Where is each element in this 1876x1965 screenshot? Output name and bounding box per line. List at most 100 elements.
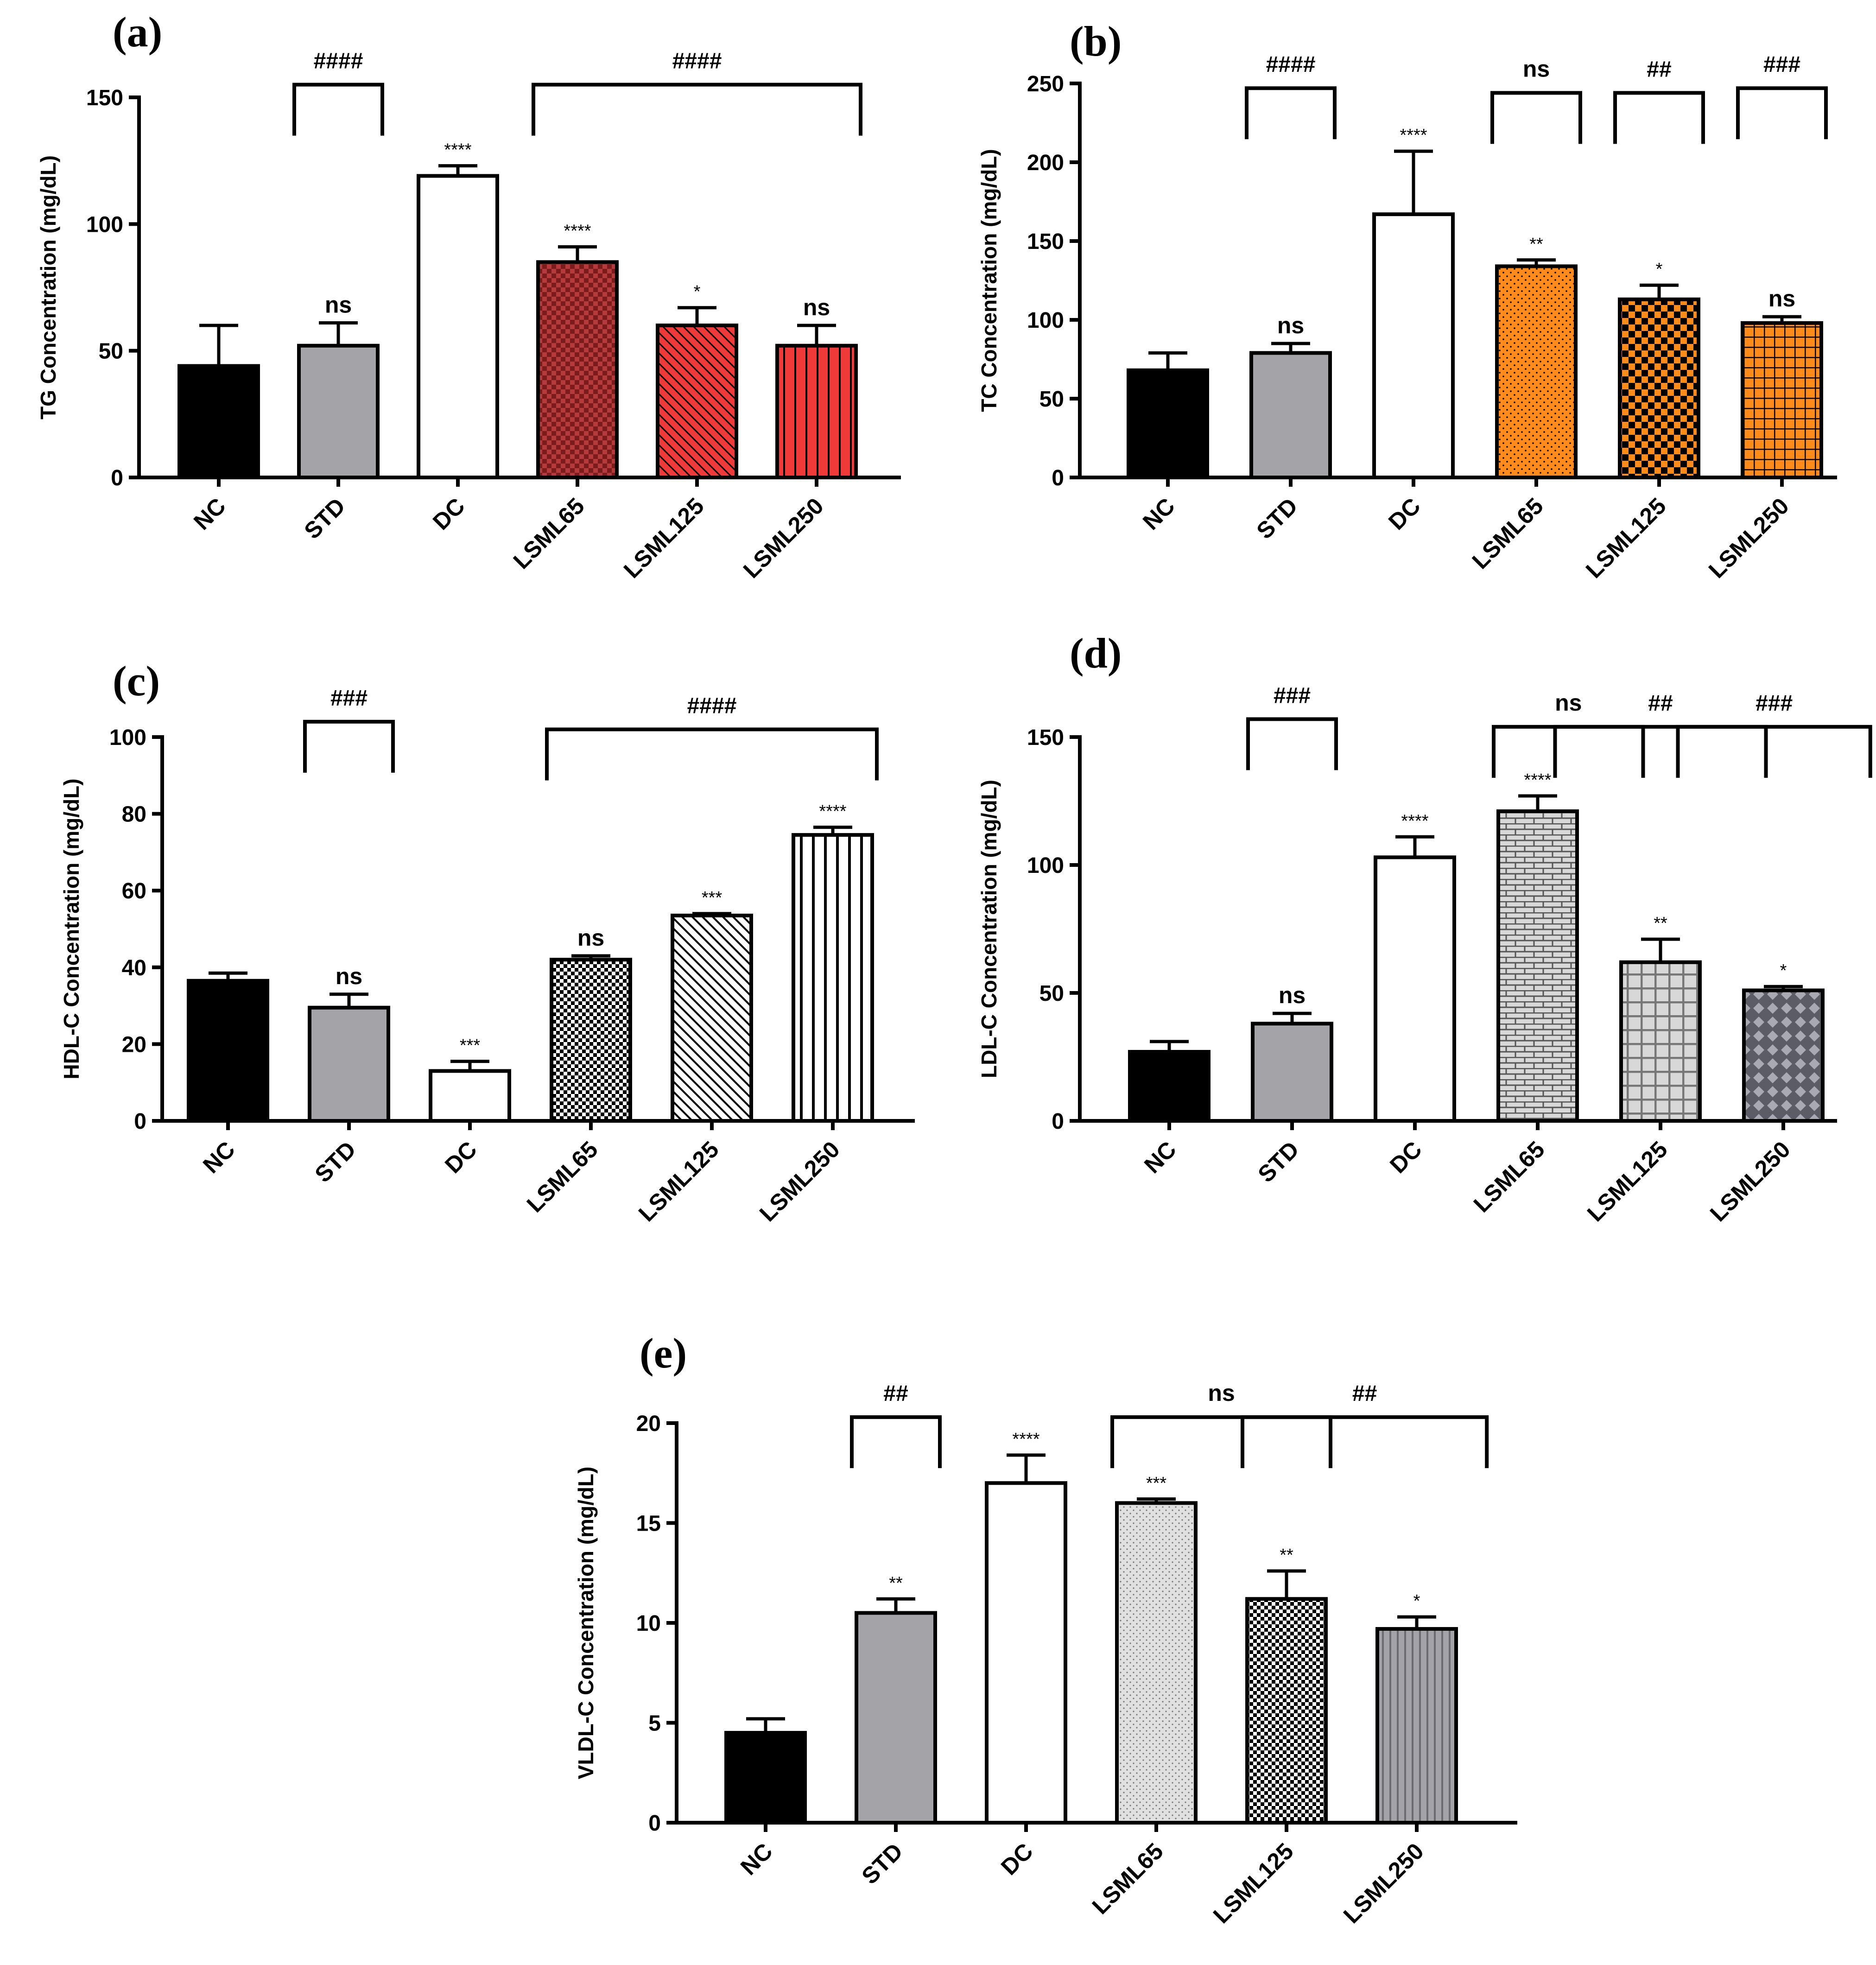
x-tick-label: LSML250 — [1705, 1136, 1795, 1227]
y-axis-title: TC Concentration (mg/dL) — [977, 149, 1001, 412]
x-tick-label: LSML125 — [1582, 1136, 1673, 1227]
bar-lsml250 — [1741, 321, 1823, 479]
x-tick-label: LSML250 — [1704, 493, 1794, 583]
panel-c-chart: (c) HDL-C Concentration (mg/dL) 0 20 40 60 80 1… — [59, 657, 915, 1227]
x-tick-label: DC — [1385, 1136, 1427, 1178]
y-tick-label: 100 — [1027, 308, 1064, 333]
comparison-bracket — [1245, 86, 1337, 140]
panel-label: (b) — [1070, 18, 1122, 65]
x-tick-label: LSML125 — [619, 493, 709, 583]
x-tick-label: LSML65 — [522, 1136, 603, 1217]
bar-nc — [187, 979, 269, 1123]
comparison-label: ## — [883, 1381, 908, 1406]
y-tick-label: 250 — [1027, 72, 1064, 96]
y-tick-label: 60 — [122, 879, 146, 903]
bar-lsml250 — [775, 343, 858, 479]
x-tick-label: LSML65 — [1087, 1838, 1168, 1919]
bar-std — [308, 1005, 390, 1123]
x-tick-label: NC — [198, 1136, 240, 1178]
x-tick-label: STD — [1251, 493, 1302, 544]
y-tick-label: 0 — [134, 1109, 146, 1134]
y-axis-title: VLDL-C Concentration (mg/dL) — [574, 1467, 598, 1780]
bar-dc — [417, 174, 499, 479]
x-tick-label: LSML250 — [1338, 1838, 1429, 1928]
y-tick-label: 40 — [122, 956, 146, 980]
significance-label: ** — [1654, 914, 1667, 933]
significance-label: **** — [1012, 1430, 1039, 1449]
bar-lsml65 — [536, 260, 619, 479]
x-tick-label: DC — [996, 1838, 1038, 1880]
significance-label: ns — [1279, 982, 1306, 1008]
y-axis-title: HDL-C Concentration (mg/dL) — [59, 778, 83, 1079]
significance-label: *** — [702, 888, 723, 908]
y-tick-label: 200 — [1027, 151, 1064, 175]
comparison-label: ### — [330, 686, 368, 711]
significance-label: * — [694, 282, 701, 302]
y-tick-label: 5 — [648, 1711, 661, 1736]
bar-lsml125 — [671, 914, 753, 1123]
comparison-label: ## — [1647, 57, 1671, 82]
comparison-label: ### — [1274, 683, 1311, 708]
y-tick-label: 20 — [122, 1032, 146, 1057]
y-tick-label: 150 — [1027, 229, 1064, 254]
bar-nc — [1127, 368, 1209, 479]
significance-label: *** — [1146, 1474, 1167, 1493]
comparison-bracket — [850, 1415, 942, 1469]
bar-lsml125 — [1619, 960, 1702, 1123]
comparison-label: #### — [672, 49, 722, 74]
bar-lsml65 — [550, 958, 632, 1123]
panel-b-chart: (b) TC Concentration (mg/dL) 0 50 100 150 200 2… — [977, 18, 1837, 583]
comparison-bracket — [1736, 86, 1828, 140]
x-tick-label: DC — [1383, 493, 1426, 535]
bar-lsml65 — [1495, 264, 1578, 480]
bar-dc — [1372, 212, 1455, 479]
bar-lsml65 — [1496, 809, 1579, 1123]
significance-label: * — [1780, 961, 1787, 980]
significance-label: ns — [1277, 312, 1304, 338]
bar-lsml125 — [656, 324, 738, 479]
y-tick-label: 100 — [109, 725, 146, 750]
comparison-label: ns — [1208, 1380, 1235, 1406]
significance-label: **** — [564, 222, 591, 241]
significance-label: ** — [1529, 235, 1543, 254]
bar-lsml250 — [792, 833, 874, 1123]
comparison-label: #### — [1266, 52, 1316, 77]
x-tick-label: LSML250 — [754, 1136, 845, 1227]
comparison-label: ns — [1555, 690, 1582, 716]
panel-label: (e) — [640, 1329, 687, 1377]
comparison-bracket — [1492, 725, 1645, 778]
significance-label: **** — [1401, 811, 1428, 831]
significance-label: ** — [1280, 1545, 1293, 1565]
comparison-bracket — [1490, 91, 1582, 144]
significance-label: ns — [803, 294, 830, 320]
comparison-bracket — [303, 719, 395, 773]
y-tick-label: 100 — [86, 212, 123, 237]
panel-d-chart: (d) LDL-C Concentration (mg/dL) 0 50 100 150 N… — [977, 630, 1872, 1227]
panel-a-chart: (a) TG Concentration (mg/dL) 0 50 100 150 NC ns… — [36, 8, 901, 583]
bar-lsml250 — [1375, 1627, 1458, 1825]
significance-label: ns — [336, 963, 362, 989]
panel-e-chart: (e) VLDL-C Concentration (mg/dL) 0 5 10 15 20 N… — [574, 1329, 1517, 1928]
y-tick-label: 0 — [1052, 1109, 1064, 1134]
x-tick-label: STD — [299, 493, 350, 544]
bar-std — [855, 1611, 937, 1825]
x-tick-label: LSML250 — [738, 493, 829, 583]
comparison-bracket — [1553, 725, 1768, 778]
panel-label: (d) — [1070, 630, 1122, 677]
significance-label: ns — [1768, 286, 1795, 312]
significance-label: **** — [1400, 126, 1427, 145]
bar-std — [297, 343, 380, 479]
bar-lsml65 — [1115, 1501, 1198, 1825]
significance-label: ns — [577, 925, 604, 951]
bar-nc — [724, 1731, 807, 1825]
x-tick-label: DC — [428, 493, 470, 535]
comparison-bracket — [1246, 717, 1338, 770]
y-tick-label: 10 — [636, 1611, 661, 1636]
bar-dc — [985, 1481, 1067, 1825]
bar-std — [1251, 1022, 1333, 1123]
y-tick-label: 15 — [636, 1512, 661, 1536]
y-tick-label: 50 — [1039, 981, 1064, 1006]
significance-label: * — [1413, 1591, 1420, 1611]
comparison-bracket — [545, 727, 879, 781]
